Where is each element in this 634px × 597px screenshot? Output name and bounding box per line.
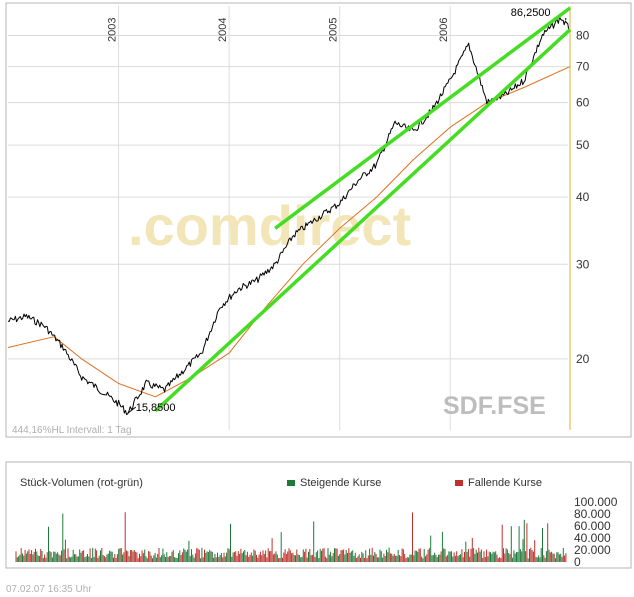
price-tick-label: 50 <box>576 138 590 152</box>
low-marker <box>127 406 137 414</box>
watermark: .comdirect <box>128 194 411 257</box>
volume-title: Stück-Volumen (rot-grün) <box>20 477 143 489</box>
legend-falling-swatch <box>455 480 463 486</box>
volume-tick-label: 40.000 <box>574 531 611 545</box>
high-annotation: 86,2500 <box>511 7 551 19</box>
volume-plot <box>15 512 567 562</box>
price-tick-label: 20 <box>576 352 590 366</box>
price-grid <box>8 6 568 430</box>
price-tick-label: 60 <box>576 96 590 110</box>
volume-tick-label: 20.000 <box>574 543 611 557</box>
price-tick-label: 80 <box>576 28 590 42</box>
price-tick-label: 70 <box>576 60 590 74</box>
interval-label: 444,16%HL Intervall: 1 Tag <box>12 425 132 436</box>
legend-rising-swatch <box>287 480 295 486</box>
lower-trend-line <box>154 28 572 413</box>
price-tick-label: 30 <box>576 257 590 271</box>
year-tick-label: 2005 <box>328 18 340 42</box>
volume-tick-label: 0 <box>574 555 581 569</box>
volume-tick-label: 80.000 <box>574 507 611 521</box>
legend-falling-label: Fallende Kurse <box>468 477 542 489</box>
volume-tick-label: 60.000 <box>574 519 611 533</box>
price-plot: 86,2500 15,8500 <box>7 6 572 416</box>
year-tick-label: 2003 <box>107 18 119 42</box>
year-axis: 2003 2004 2005 2006 <box>107 18 451 42</box>
legend-rising-label: Steigende Kurse <box>300 477 381 489</box>
price-line <box>7 16 571 416</box>
price-axis: 20 30 40 50 60 70 80 <box>576 28 590 365</box>
volume-tick-label: 100.000 <box>574 495 618 509</box>
upper-trend-line <box>274 6 572 230</box>
low-annotation: 15,8500 <box>136 402 176 414</box>
price-tick-label: 40 <box>576 190 590 204</box>
footer-timestamp: 07.02.07 16:35 Uhr <box>6 584 92 595</box>
symbol-label: SDF.FSE <box>443 392 546 420</box>
year-tick-label: 2004 <box>217 18 229 42</box>
year-tick-label: 2006 <box>438 18 450 42</box>
moving-average-line <box>7 66 571 398</box>
